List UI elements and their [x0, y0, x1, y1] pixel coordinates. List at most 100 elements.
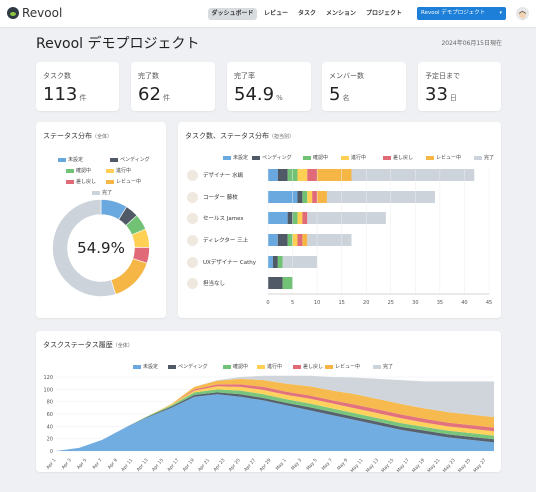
bar-segment	[307, 191, 313, 203]
legend-label: 差し戻し	[393, 155, 414, 161]
y-tick-label: 20	[47, 437, 53, 443]
legend-swatch	[106, 179, 114, 184]
bar-segment	[282, 256, 318, 268]
legend-item[interactable]: 完了	[474, 154, 494, 161]
legend-swatch	[373, 364, 381, 369]
legend-item[interactable]: ペンディング	[110, 156, 150, 163]
bar-segment	[297, 212, 303, 224]
legend-item[interactable]: 進行中	[257, 363, 282, 370]
legend-item[interactable]: レビュー中	[325, 363, 360, 370]
legend-item[interactable]: 確認中	[303, 154, 328, 161]
kpi-label: メンバー数	[329, 72, 364, 80]
legend-swatch	[474, 155, 482, 160]
legend-item[interactable]: 確認中	[223, 363, 248, 370]
x-tick-label: May 21	[426, 457, 441, 472]
legend-item[interactable]: 差し戻し	[66, 178, 96, 185]
history-area-chart: 0 20 40 60 80 100 120 Apr 1 Apr 3 Apr 5 Apr 7 Apr 9…	[43, 375, 494, 472]
donut-center-label: 54.9%	[77, 239, 125, 257]
y-tick-label: 60	[47, 412, 53, 418]
x-tick-label: Apr 25	[228, 457, 242, 472]
legend-swatch	[325, 364, 333, 369]
x-tick-label: May 13	[365, 457, 380, 472]
legend-item[interactable]: 未設定	[133, 363, 158, 370]
project-select[interactable]: Revool デモプロジェクト ▾	[417, 7, 506, 20]
card-title: タスク数、ステータス分布（担当別）	[185, 132, 295, 140]
page-title: Revool デモプロジェクト	[36, 36, 200, 52]
legend-label: 確認中	[233, 364, 249, 370]
kpi-card-days-left: 予定日まで 33 日	[418, 62, 501, 111]
nav-mentions[interactable]: メンション	[325, 10, 356, 17]
nav-review[interactable]: レビュー	[263, 10, 288, 17]
donut-slice	[110, 258, 148, 295]
kpi-value: 54.9%	[234, 84, 283, 105]
legend-item[interactable]: レビュー中	[426, 154, 461, 161]
bar-segment	[268, 191, 298, 203]
x-tick-label: Apr 7	[91, 457, 103, 470]
bar-segment	[277, 169, 288, 181]
legend-item[interactable]: 完了	[373, 363, 393, 370]
legend-item[interactable]: 未設定	[58, 156, 83, 163]
member-label: セールス James	[203, 216, 244, 222]
legend-label: レビュー中	[436, 155, 462, 161]
member-avatar	[187, 212, 198, 224]
bar-segment	[317, 169, 352, 181]
x-tick-label: 5	[291, 300, 294, 306]
legend-swatch	[341, 155, 349, 160]
x-tick-label: Apr 11	[120, 457, 134, 472]
legend-item[interactable]: 差し戻し	[383, 154, 413, 161]
legend-item[interactable]: 完了	[92, 189, 112, 196]
x-tick-label: Apr 3	[61, 457, 73, 470]
bar-segment	[277, 234, 288, 246]
y-tick-label: 40	[47, 424, 53, 430]
bar-segment	[268, 256, 273, 268]
x-tick-label: Apr 27	[243, 457, 257, 472]
revool-logo-icon[interactable]	[7, 7, 19, 19]
nav-dashboard[interactable]: ダッシュボード	[208, 8, 257, 20]
legend-item[interactable]: ペンディング	[252, 154, 292, 161]
area-series	[56, 394, 494, 451]
user-avatar[interactable]	[516, 7, 529, 20]
legend-item[interactable]: 確認中	[66, 167, 91, 174]
legend-item[interactable]: ペンディング	[168, 363, 208, 370]
legend-label: ペンディング	[178, 364, 208, 370]
member-avatar	[187, 169, 198, 181]
legend-label: レビュー中	[116, 179, 142, 185]
kpi-value: 33 日	[425, 84, 457, 105]
legend-item[interactable]: 進行中	[106, 167, 131, 174]
y-tick-label: 120	[43, 375, 53, 381]
x-tick-label: 45	[486, 300, 492, 306]
member-label: ディレクター 三上	[203, 238, 249, 244]
nav-projects[interactable]: プロジェクト	[365, 10, 402, 17]
legend-item[interactable]: レビュー中	[106, 178, 141, 185]
legend-swatch	[303, 155, 311, 160]
legend-item[interactable]: 差し戻し	[293, 363, 323, 370]
bar-segment	[302, 191, 308, 203]
member-avatar	[187, 191, 198, 203]
legend-swatch	[223, 364, 231, 369]
legend-swatch	[92, 190, 100, 195]
status-history-card: タスクステータス履歴（全体） 未設定 ペンディング 確認中 進行中 差し戻し レビュー中 完…	[36, 331, 501, 472]
legend-swatch	[106, 168, 114, 173]
legend-item[interactable]: 未設定	[223, 154, 248, 161]
member-label: UXデザイナー Cathy	[203, 260, 257, 266]
kpi-label: 完了率	[234, 72, 255, 80]
bar-segment	[268, 212, 288, 224]
x-tick-label: 30	[412, 300, 418, 306]
member-bar-chart: 0 5 10 15 20 25 30 35 40 45	[266, 167, 492, 306]
legend-swatch	[58, 157, 66, 162]
status-distribution-card: ステータス分布（全体） 未設定 ペンディング 確認中 進行中 差し戻し レビュー中 完了 5…	[36, 122, 166, 318]
x-tick-label: 20	[363, 300, 369, 306]
legend-swatch	[223, 155, 231, 160]
x-tick-label: Apr 19	[182, 457, 196, 472]
brand-name[interactable]: Revool	[22, 6, 63, 20]
x-tick-label: Apr 15	[151, 457, 165, 472]
bar-segment	[302, 212, 308, 224]
x-tick-label: Apr 5	[76, 457, 88, 470]
kpi-label: タスク数	[43, 72, 71, 80]
legend-item[interactable]: 進行中	[341, 154, 366, 161]
y-tick-label: 100	[43, 387, 53, 393]
nav-tasks[interactable]: タスク	[297, 10, 316, 17]
user-face-icon	[519, 11, 526, 20]
